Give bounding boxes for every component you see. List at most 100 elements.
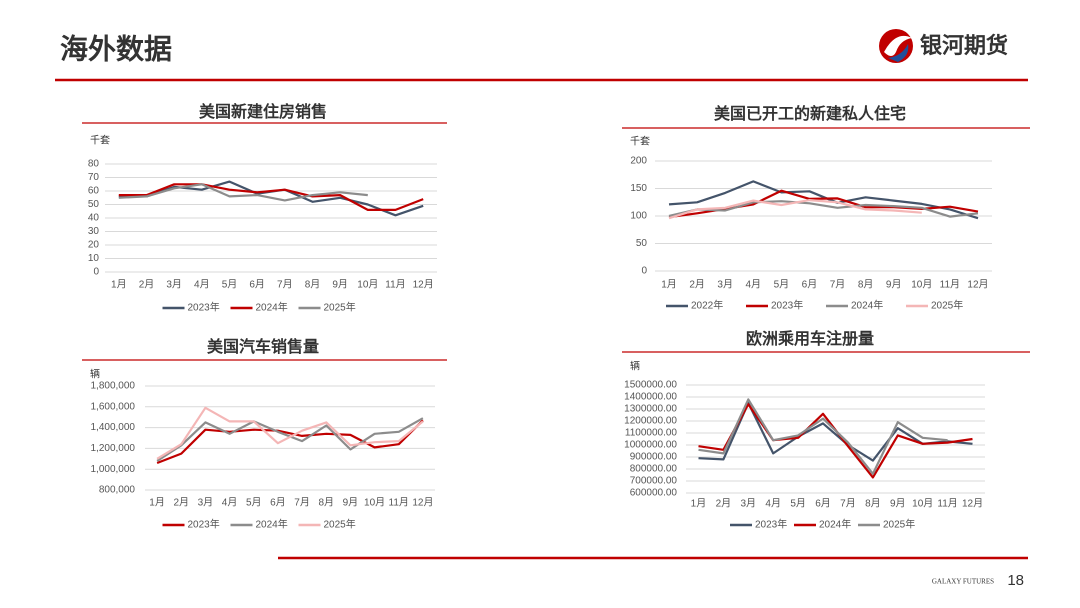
legend-label: 2024年 (851, 299, 883, 312)
chart-title: 美国新建住房销售 (199, 102, 327, 121)
y-tick-label: 1100000.00 (625, 428, 678, 439)
x-tick-label: 9月 (343, 497, 359, 509)
x-tick-label: 4月 (765, 498, 781, 510)
x-tick-label: 3月 (198, 497, 214, 509)
x-tick-label: 5月 (790, 498, 806, 510)
series-line (668, 189, 979, 219)
y-axis-unit: 千套 (90, 134, 110, 147)
legend-label: 2024年 (819, 518, 851, 531)
y-tick-label: 10 (88, 253, 100, 264)
y-tick-label: 700000.00 (630, 476, 678, 487)
y-tick-label: 1,000,000 (91, 464, 136, 475)
x-tick-label: 12月 (412, 497, 433, 509)
x-tick-label: 4月 (222, 497, 238, 509)
x-tick-label: 4月 (746, 279, 762, 291)
x-tick-label: 2月 (689, 279, 705, 291)
x-tick-label: 7月 (840, 498, 856, 510)
x-tick-label: 9月 (332, 279, 348, 291)
x-tick-label: 3月 (741, 498, 757, 510)
x-tick-label: 11月 (385, 279, 405, 291)
legend-label: 2025年 (883, 518, 915, 531)
x-tick-label: 5月 (774, 279, 790, 291)
legend-label: 2024年 (256, 518, 288, 531)
series-line (668, 180, 979, 220)
legend-label: 2023年 (755, 518, 787, 531)
y-tick-label: 200 (630, 156, 647, 167)
x-tick-label: 2月 (716, 498, 732, 510)
y-tick-label: 800,000 (99, 485, 136, 496)
x-tick-label: 7月 (830, 279, 846, 291)
x-tick-label: 6月 (802, 279, 818, 291)
x-tick-label: 4月 (194, 279, 210, 291)
footer-brand: GALAXY FUTURES (932, 578, 994, 586)
x-tick-label: 8月 (858, 279, 874, 291)
y-tick-label: 1400000.00 (624, 392, 677, 403)
x-tick-label: 1月 (111, 279, 127, 291)
legend-label: 2024年 (256, 301, 288, 314)
series-line (156, 406, 424, 460)
x-tick-label: 9月 (886, 279, 902, 291)
series-line (698, 403, 973, 479)
legend-label: 2025年 (324, 518, 356, 531)
y-tick-label: 800000.00 (630, 464, 678, 475)
y-tick-label: 1000000.00 (624, 440, 677, 451)
y-tick-label: 1300000.00 (624, 404, 677, 415)
x-tick-label: 3月 (717, 279, 733, 291)
chart-title: 欧洲乘用车注册量 (746, 329, 874, 348)
y-tick-label: 150 (630, 183, 647, 194)
y-tick-label: 50 (88, 199, 100, 210)
logo-text: 银河期货 (920, 33, 1008, 58)
y-tick-label: 100 (630, 211, 647, 222)
x-tick-label: 10月 (912, 498, 933, 510)
y-axis-unit: 千套 (630, 135, 650, 148)
x-tick-label: 11月 (940, 279, 960, 291)
x-tick-label: 1月 (149, 497, 165, 509)
x-tick-label: 12月 (967, 279, 988, 291)
y-tick-label: 1,800,000 (91, 381, 136, 392)
series-line (668, 200, 979, 218)
y-tick-label: 60 (88, 186, 100, 197)
series-line (118, 183, 368, 202)
y-tick-label: 0 (93, 267, 99, 278)
y-tick-label: 50 (636, 238, 648, 249)
x-tick-label: 10月 (357, 279, 378, 291)
y-axis-unit: 辆 (90, 368, 100, 381)
legend-label: 2022年 (691, 299, 723, 312)
chart-title: 美国已开工的新建私人住宅 (714, 104, 906, 123)
page-number: 18 (1007, 572, 1024, 589)
x-tick-label: 8月 (305, 279, 321, 291)
x-tick-label: 5月 (246, 497, 262, 509)
x-tick-label: 10月 (911, 279, 932, 291)
logo-swoosh (884, 35, 912, 56)
x-tick-label: 2月 (173, 497, 189, 509)
x-tick-label: 8月 (865, 498, 881, 510)
x-tick-label: 5月 (222, 279, 238, 291)
y-tick-label: 1,200,000 (91, 443, 136, 454)
x-tick-label: 11月 (937, 498, 957, 510)
legend-label: 2025年 (324, 301, 356, 314)
chart-title: 美国汽车销售量 (207, 337, 319, 356)
x-tick-label: 6月 (249, 279, 265, 291)
x-tick-label: 7月 (294, 497, 310, 509)
x-tick-label: 11月 (389, 497, 409, 509)
x-tick-label: 7月 (277, 279, 293, 291)
series-line (668, 199, 922, 220)
y-tick-label: 900000.00 (630, 452, 678, 463)
y-tick-label: 20 (88, 240, 100, 251)
x-tick-label: 10月 (364, 497, 385, 509)
y-tick-label: 600000.00 (630, 488, 678, 499)
legend-label: 2023年 (188, 518, 220, 531)
x-tick-label: 12月 (413, 279, 434, 291)
y-tick-label: 30 (88, 226, 100, 237)
series-line (118, 183, 424, 211)
y-tick-label: 1,600,000 (91, 401, 136, 412)
x-tick-label: 9月 (890, 498, 906, 510)
x-tick-label: 8月 (318, 497, 334, 509)
y-tick-label: 1,400,000 (91, 422, 136, 433)
x-tick-label: 1月 (691, 498, 707, 510)
x-tick-label: 3月 (166, 279, 182, 291)
y-axis-unit: 辆 (630, 360, 640, 373)
y-tick-label: 0 (641, 266, 647, 277)
x-tick-label: 6月 (270, 497, 286, 509)
